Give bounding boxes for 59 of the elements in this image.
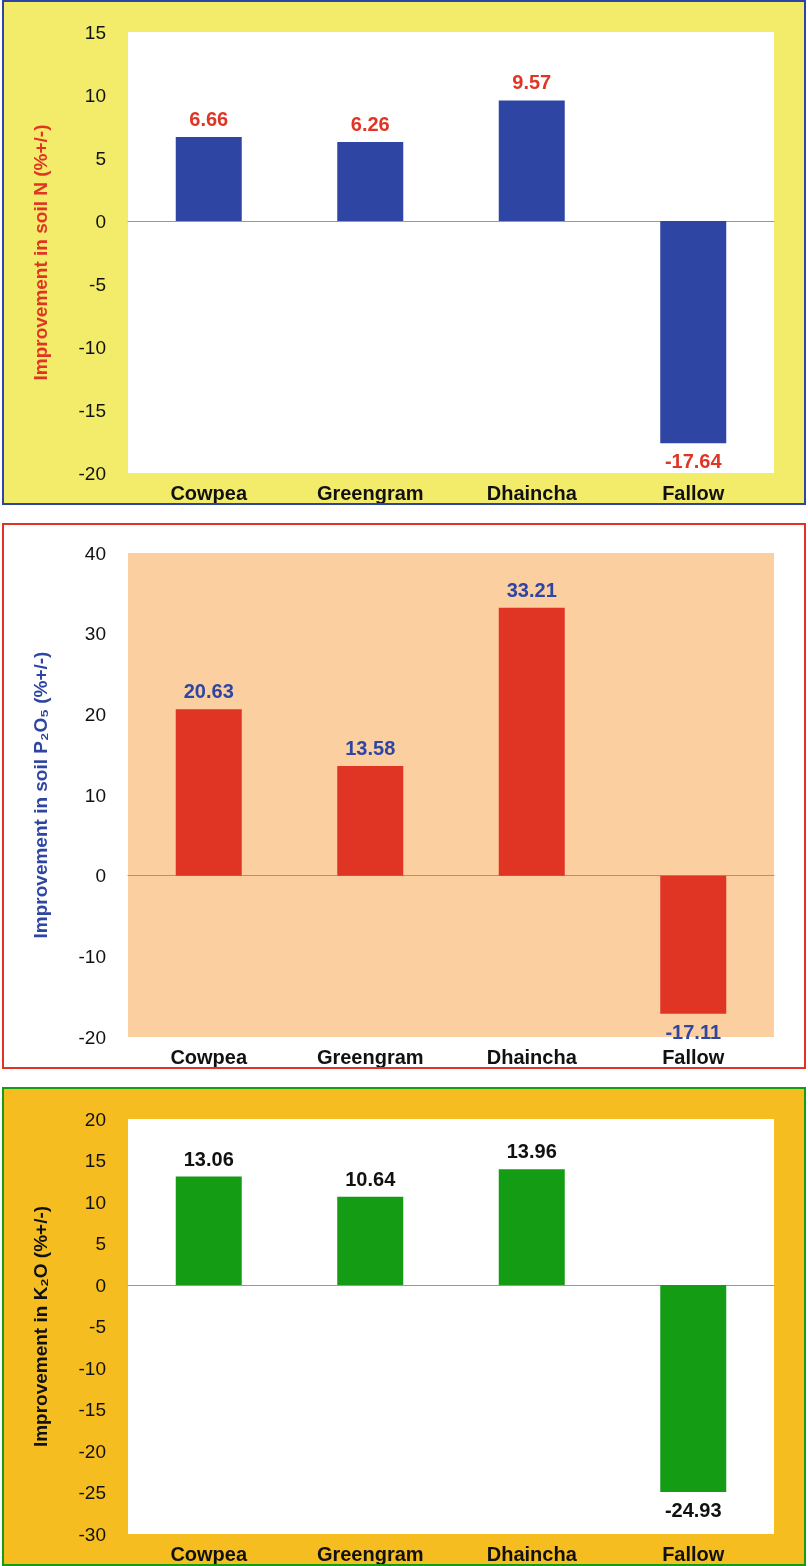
y-tick-label: -15 [78, 399, 106, 421]
bar [498, 1169, 565, 1285]
y-tick-label: -5 [89, 1316, 106, 1337]
y-tick-label: 30 [84, 623, 106, 645]
bar [337, 142, 404, 221]
x-tick-label: Dhaincha [486, 482, 578, 504]
data-label: 6.26 [350, 113, 390, 136]
bar [337, 766, 404, 876]
y-tick-label: -10 [78, 945, 106, 967]
y-tick-label: 0 [95, 210, 106, 232]
data-label: 13.06 [183, 1147, 234, 1170]
y-tick-label: 15 [84, 1150, 106, 1171]
y-tick-label: 10 [84, 84, 106, 106]
bar [337, 1196, 404, 1285]
y-tick-label: -10 [78, 1357, 106, 1379]
bar [660, 1285, 727, 1492]
data-label: -17.64 [664, 450, 723, 473]
y-axis-title: Improvement in soil P₂O₅ (%+/-) [30, 651, 51, 939]
data-label: 10.64 [345, 1167, 397, 1190]
bar [175, 137, 242, 221]
data-label: -24.93 [664, 1498, 722, 1521]
bar [498, 607, 565, 876]
data-label: 13.58 [345, 737, 396, 760]
bar [660, 875, 727, 1014]
y-tick-label: -20 [78, 1440, 106, 1462]
bar [660, 221, 727, 444]
bar [175, 709, 242, 876]
data-label: 6.66 [189, 108, 229, 131]
y-tick-label: -10 [78, 336, 106, 358]
y-tick-label: 5 [95, 1233, 106, 1254]
data-label: 13.96 [506, 1140, 557, 1163]
y-tick-label: 20 [84, 703, 106, 725]
bar [498, 100, 565, 221]
y-tick-label: 5 [95, 147, 106, 169]
data-label: 9.57 [512, 71, 552, 94]
x-tick-label: Dhaincha [486, 1046, 578, 1068]
y-tick-label: -20 [78, 462, 106, 484]
y-tick-label: -20 [78, 1026, 106, 1048]
y-tick-label: 0 [95, 1274, 106, 1296]
y-tick-label: -25 [78, 1482, 106, 1503]
y-axis-title: Improvement in K₂O (%+/-) [30, 1205, 51, 1448]
y-tick-label: 40 [84, 542, 106, 564]
bar [175, 1176, 242, 1285]
y-tick-label: 10 [84, 1191, 106, 1213]
data-label: 33.21 [506, 578, 557, 601]
x-tick-label: Fallow [662, 1543, 725, 1565]
y-tick-label: 0 [95, 865, 106, 887]
y-tick-label: 20 [84, 1108, 106, 1130]
x-tick-label: Fallow [662, 482, 725, 504]
data-label: -17.11 [665, 1020, 722, 1043]
y-tick-label: -15 [78, 1399, 106, 1420]
y-tick-label: 10 [84, 784, 106, 806]
y-tick-label: -5 [89, 273, 106, 295]
x-tick-label: Fallow [662, 1046, 725, 1068]
y-tick-label: -30 [78, 1523, 106, 1545]
y-tick-label: 15 [84, 21, 106, 43]
data-label: 20.63 [183, 680, 234, 703]
y-axis-title: Improvement in soil N (%+/-) [30, 124, 51, 381]
x-tick-label: Dhaincha [486, 1543, 578, 1565]
